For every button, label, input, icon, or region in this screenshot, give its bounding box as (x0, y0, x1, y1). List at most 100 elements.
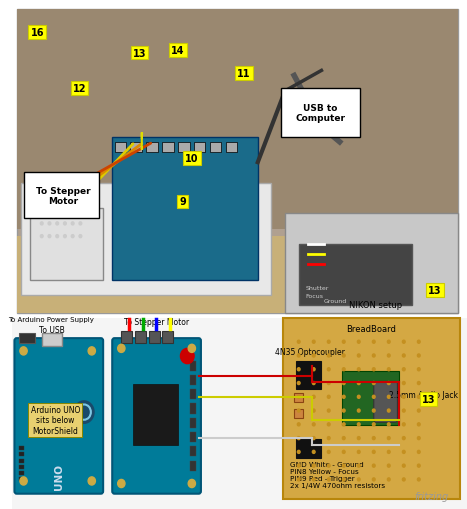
Circle shape (417, 368, 420, 371)
FancyBboxPatch shape (114, 143, 126, 153)
Circle shape (327, 478, 330, 481)
FancyBboxPatch shape (178, 143, 190, 153)
Circle shape (417, 478, 420, 481)
Circle shape (56, 222, 58, 225)
Text: To Stepper
Motor: To Stepper Motor (36, 186, 91, 206)
Circle shape (327, 354, 330, 357)
Circle shape (403, 478, 405, 481)
Circle shape (312, 478, 315, 481)
Circle shape (312, 368, 315, 371)
Circle shape (403, 464, 405, 467)
Text: 4N35 Optocoupler: 4N35 Optocoupler (275, 347, 345, 356)
Circle shape (388, 354, 390, 357)
Circle shape (357, 423, 360, 426)
Circle shape (342, 368, 345, 371)
Circle shape (342, 354, 345, 357)
Circle shape (297, 478, 300, 481)
Text: 14: 14 (171, 46, 185, 56)
Text: Ground: Ground (324, 299, 347, 304)
Text: BreadBoard: BreadBoard (347, 324, 396, 333)
Text: Shutter: Shutter (305, 285, 329, 290)
Circle shape (312, 464, 315, 467)
FancyBboxPatch shape (210, 143, 221, 153)
Circle shape (342, 450, 345, 454)
Text: USB to
Computer: USB to Computer (296, 103, 346, 123)
Text: 13: 13 (133, 48, 146, 59)
FancyBboxPatch shape (19, 333, 35, 344)
Circle shape (88, 347, 95, 355)
FancyBboxPatch shape (191, 361, 197, 371)
Text: 12: 12 (73, 84, 86, 94)
Circle shape (297, 341, 300, 344)
Circle shape (388, 423, 390, 426)
Circle shape (388, 437, 390, 440)
Circle shape (372, 368, 375, 371)
Circle shape (372, 382, 375, 385)
FancyBboxPatch shape (146, 143, 158, 153)
Circle shape (64, 222, 66, 225)
Circle shape (312, 409, 315, 412)
FancyBboxPatch shape (17, 237, 458, 313)
Circle shape (56, 235, 58, 238)
Circle shape (297, 409, 300, 412)
FancyBboxPatch shape (12, 318, 467, 509)
Circle shape (342, 382, 345, 385)
Circle shape (327, 368, 330, 371)
Circle shape (342, 395, 345, 399)
Circle shape (327, 464, 330, 467)
Circle shape (417, 423, 420, 426)
Circle shape (312, 450, 315, 454)
Circle shape (372, 341, 375, 344)
FancyBboxPatch shape (285, 214, 458, 313)
FancyBboxPatch shape (14, 338, 103, 494)
Text: 11: 11 (237, 69, 251, 79)
FancyBboxPatch shape (299, 244, 412, 305)
Circle shape (342, 341, 345, 344)
Circle shape (48, 235, 51, 238)
Circle shape (417, 464, 420, 467)
Circle shape (357, 437, 360, 440)
Text: Focus: Focus (305, 294, 324, 299)
Circle shape (297, 450, 300, 454)
Text: 10: 10 (185, 154, 198, 164)
FancyBboxPatch shape (191, 404, 197, 414)
FancyBboxPatch shape (294, 393, 303, 402)
Circle shape (297, 368, 300, 371)
Circle shape (20, 347, 27, 355)
Circle shape (403, 437, 405, 440)
Text: fritzing: fritzing (415, 491, 449, 501)
Text: 13: 13 (422, 394, 435, 405)
Text: UNO: UNO (54, 463, 64, 489)
Circle shape (357, 354, 360, 357)
Circle shape (327, 341, 330, 344)
Circle shape (372, 395, 375, 399)
Circle shape (403, 354, 405, 357)
FancyBboxPatch shape (191, 375, 197, 385)
Circle shape (357, 395, 360, 399)
Circle shape (297, 464, 300, 467)
Circle shape (372, 450, 375, 454)
FancyBboxPatch shape (162, 143, 174, 153)
Text: To USB: To USB (39, 325, 65, 334)
FancyBboxPatch shape (133, 384, 178, 445)
Text: 9: 9 (179, 197, 186, 207)
FancyBboxPatch shape (297, 439, 321, 458)
Text: 2.5mm Audio Jack: 2.5mm Audio Jack (389, 390, 458, 399)
FancyBboxPatch shape (283, 318, 460, 499)
Circle shape (342, 478, 345, 481)
Circle shape (118, 345, 125, 353)
Circle shape (188, 479, 196, 488)
FancyBboxPatch shape (121, 331, 132, 344)
Circle shape (372, 464, 375, 467)
Circle shape (403, 382, 405, 385)
Circle shape (417, 437, 420, 440)
Circle shape (357, 464, 360, 467)
Circle shape (417, 409, 420, 412)
Circle shape (312, 382, 315, 385)
FancyBboxPatch shape (112, 137, 258, 280)
FancyBboxPatch shape (194, 143, 205, 153)
Circle shape (403, 409, 405, 412)
Circle shape (388, 341, 390, 344)
Circle shape (372, 437, 375, 440)
Circle shape (74, 401, 94, 423)
